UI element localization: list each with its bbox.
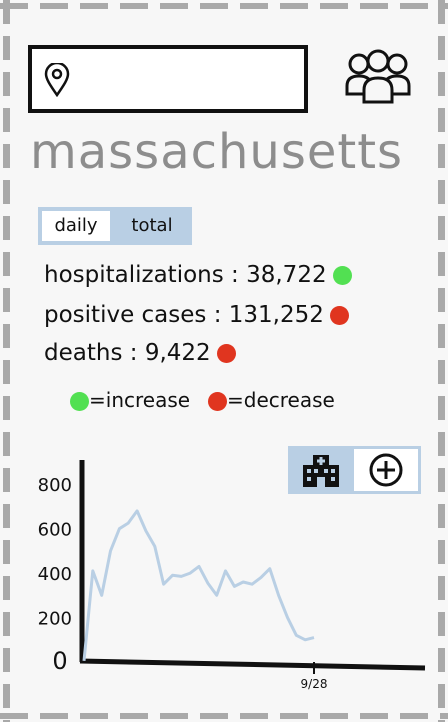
legend-decrease-label: =decrease: [227, 388, 335, 412]
increase-indicator: [332, 266, 352, 285]
increase-swatch: [70, 392, 89, 411]
stat-positive-cases: positive cases : 131,252: [44, 302, 349, 328]
plus-circle-icon: [369, 453, 403, 487]
chart-action-bar: [288, 446, 421, 494]
decrease-indicator: [329, 306, 349, 325]
x-axis: [79, 658, 426, 671]
stat-deaths: deaths : 9,422: [44, 340, 236, 366]
stat-label: deaths: [44, 340, 123, 366]
stat-label: positive cases: [44, 302, 207, 328]
group-people-icon[interactable]: [345, 48, 411, 108]
legend-increase-label: =increase: [89, 388, 191, 412]
stat-value: 9,422: [144, 340, 211, 366]
left-border: [3, 0, 10, 722]
page-title: massachusetts: [30, 124, 404, 180]
stat-value: 38,722: [246, 262, 327, 288]
decrease-swatch: [208, 392, 227, 411]
location-pin-icon: [44, 61, 70, 101]
top-border: [0, 3, 448, 9]
hospital-icon: [303, 455, 339, 487]
hospital-button[interactable]: [291, 449, 351, 491]
y-tick-label: 0: [52, 647, 67, 675]
view-toggle: daily total: [38, 207, 192, 245]
add-button[interactable]: [354, 449, 418, 491]
right-border: [438, 0, 445, 722]
toggle-daily[interactable]: daily: [42, 211, 110, 241]
decrease-indicator: [216, 344, 236, 363]
y-tick-label: 600: [38, 520, 72, 541]
stat-value: 131,252: [228, 302, 324, 328]
series-line: [82, 509, 315, 662]
stat-label: hospitalizations: [44, 262, 224, 288]
trend-chart: 0 200 400 600 800 9/28: [38, 460, 426, 691]
stat-hospitalizations: hospitalizations : 38,722: [44, 262, 352, 288]
toggle-total[interactable]: total: [131, 215, 173, 236]
bottom-border: [0, 713, 448, 719]
y-tick-label: 800: [38, 475, 72, 496]
legend-decrease: =decrease: [208, 388, 335, 412]
x-tick-label: 9/28: [301, 677, 328, 691]
y-tick-label: 400: [38, 564, 72, 585]
y-tick-label: 200: [38, 609, 72, 630]
legend-increase: =increase: [70, 388, 190, 412]
location-search-input[interactable]: [28, 45, 308, 113]
